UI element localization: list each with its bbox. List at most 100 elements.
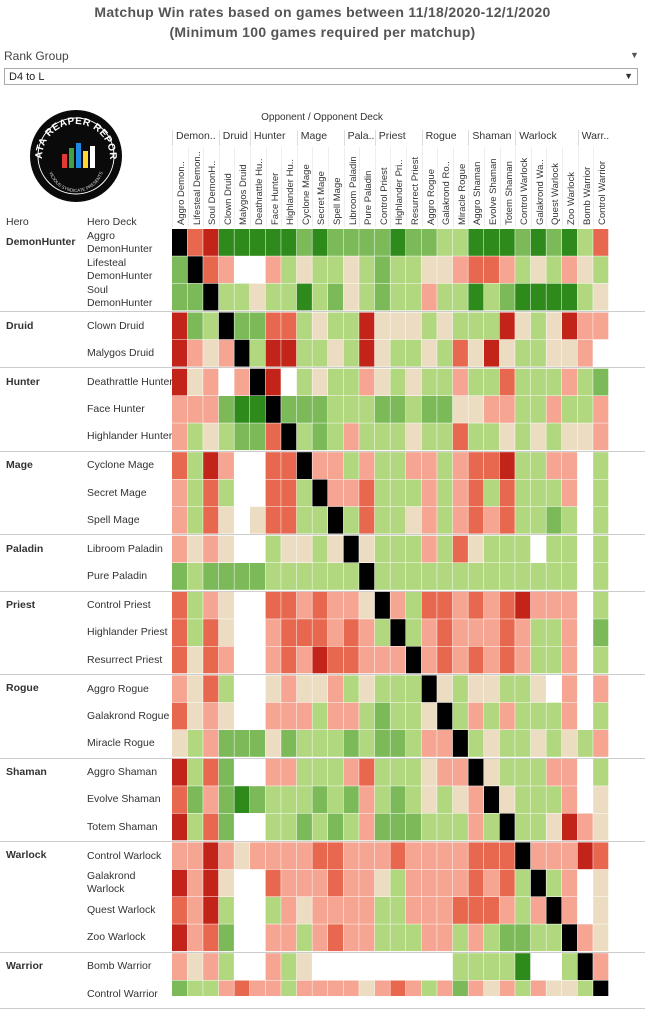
matchup-cell[interactable] (343, 339, 359, 367)
matchup-cell[interactable] (312, 339, 328, 367)
matchup-cell[interactable] (234, 980, 250, 997)
matchup-cell[interactable] (421, 283, 437, 311)
matchup-cell[interactable] (281, 368, 297, 396)
matchup-cell[interactable] (562, 980, 578, 997)
matchup-cell[interactable] (172, 897, 188, 924)
matchup-cell[interactable] (359, 646, 375, 674)
matchup-cell[interactable] (187, 312, 203, 340)
matchup-cell[interactable] (546, 702, 562, 730)
matchup-cell[interactable] (312, 506, 328, 534)
matchup-cell[interactable] (234, 229, 250, 256)
matchup-cell[interactable] (218, 312, 234, 340)
rank-group-menu-icon[interactable]: ▼ (630, 50, 639, 60)
matchup-cell[interactable] (218, 591, 234, 619)
matchup-cell[interactable] (530, 953, 546, 980)
matchup-cell[interactable] (312, 869, 328, 897)
matchup-cell[interactable] (452, 702, 468, 730)
matchup-cell[interactable] (265, 842, 281, 870)
matchup-cell[interactable] (390, 675, 406, 703)
matchup-cell[interactable] (468, 312, 484, 340)
matchup-cell[interactable] (546, 619, 562, 646)
matchup-cell[interactable] (265, 256, 281, 284)
matchup-cell[interactable] (484, 758, 500, 786)
matchup-cell[interactable] (546, 675, 562, 703)
matchup-cell[interactable] (234, 813, 250, 841)
matchup-cell[interactable] (218, 563, 234, 590)
matchup-cell[interactable] (265, 452, 281, 479)
matchup-cell[interactable] (265, 924, 281, 952)
matchup-cell[interactable] (452, 368, 468, 396)
matchup-cell[interactable] (499, 897, 515, 924)
matchup-cell[interactable] (468, 339, 484, 367)
matchup-cell[interactable] (203, 675, 219, 703)
matchup-cell[interactable] (234, 842, 250, 870)
matchup-cell[interactable] (499, 675, 515, 703)
matchup-cell[interactable] (406, 813, 422, 841)
matchup-cell[interactable] (452, 339, 468, 367)
matchup-cell[interactable] (437, 368, 453, 396)
matchup-cell[interactable] (281, 786, 297, 813)
matchup-cell[interactable] (218, 423, 234, 451)
matchup-cell[interactable] (452, 842, 468, 870)
matchup-cell[interactable] (234, 312, 250, 340)
matchup-cell[interactable] (515, 479, 531, 507)
matchup-cell[interactable] (203, 312, 219, 340)
matchup-cell[interactable] (203, 368, 219, 396)
matchup-cell[interactable] (172, 758, 188, 786)
matchup-cell[interactable] (452, 229, 468, 256)
matchup-cell[interactable] (312, 256, 328, 284)
matchup-cell[interactable] (530, 563, 546, 590)
matchup-cell[interactable] (343, 283, 359, 311)
matchup-cell[interactable] (250, 924, 266, 952)
matchup-cell[interactable] (530, 758, 546, 786)
matchup-cell[interactable] (312, 452, 328, 479)
matchup-cell[interactable] (577, 312, 593, 340)
matchup-cell[interactable] (562, 312, 578, 340)
matchup-cell[interactable] (468, 758, 484, 786)
matchup-cell[interactable] (390, 813, 406, 841)
matchup-cell[interactable] (421, 675, 437, 703)
matchup-cell[interactable] (328, 423, 344, 451)
matchup-cell[interactable] (437, 758, 453, 786)
matchup-cell[interactable] (218, 869, 234, 897)
matchup-cell[interactable] (281, 813, 297, 841)
matchup-cell[interactable] (468, 563, 484, 590)
matchup-cell[interactable] (281, 980, 297, 997)
matchup-cell[interactable] (515, 675, 531, 703)
matchup-cell[interactable] (390, 312, 406, 340)
matchup-cell[interactable] (546, 479, 562, 507)
matchup-cell[interactable] (203, 897, 219, 924)
matchup-cell[interactable] (452, 813, 468, 841)
matchup-cell[interactable] (296, 506, 312, 534)
matchup-cell[interactable] (172, 479, 188, 507)
matchup-cell[interactable] (515, 506, 531, 534)
matchup-cell[interactable] (343, 256, 359, 284)
matchup-cell[interactable] (312, 730, 328, 757)
matchup-cell[interactable] (218, 980, 234, 997)
matchup-cell[interactable] (562, 842, 578, 870)
matchup-cell[interactable] (484, 452, 500, 479)
matchup-cell[interactable] (530, 283, 546, 311)
matchup-cell[interactable] (546, 452, 562, 479)
matchup-cell[interactable] (250, 452, 266, 479)
matchup-cell[interactable] (328, 980, 344, 997)
matchup-cell[interactable] (203, 869, 219, 897)
matchup-cell[interactable] (218, 675, 234, 703)
matchup-cell[interactable] (281, 479, 297, 507)
matchup-cell[interactable] (593, 452, 609, 479)
matchup-cell[interactable] (577, 813, 593, 841)
matchup-cell[interactable] (593, 256, 609, 284)
matchup-cell[interactable] (515, 256, 531, 284)
matchup-cell[interactable] (484, 396, 500, 423)
matchup-cell[interactable] (546, 368, 562, 396)
matchup-cell[interactable] (328, 339, 344, 367)
matchup-cell[interactable] (593, 786, 609, 813)
matchup-cell[interactable] (218, 535, 234, 563)
matchup-cell[interactable] (343, 924, 359, 952)
matchup-cell[interactable] (312, 675, 328, 703)
matchup-cell[interactable] (359, 312, 375, 340)
matchup-cell[interactable] (328, 953, 344, 980)
matchup-cell[interactable] (250, 842, 266, 870)
matchup-cell[interactable] (172, 396, 188, 423)
matchup-cell[interactable] (312, 591, 328, 619)
